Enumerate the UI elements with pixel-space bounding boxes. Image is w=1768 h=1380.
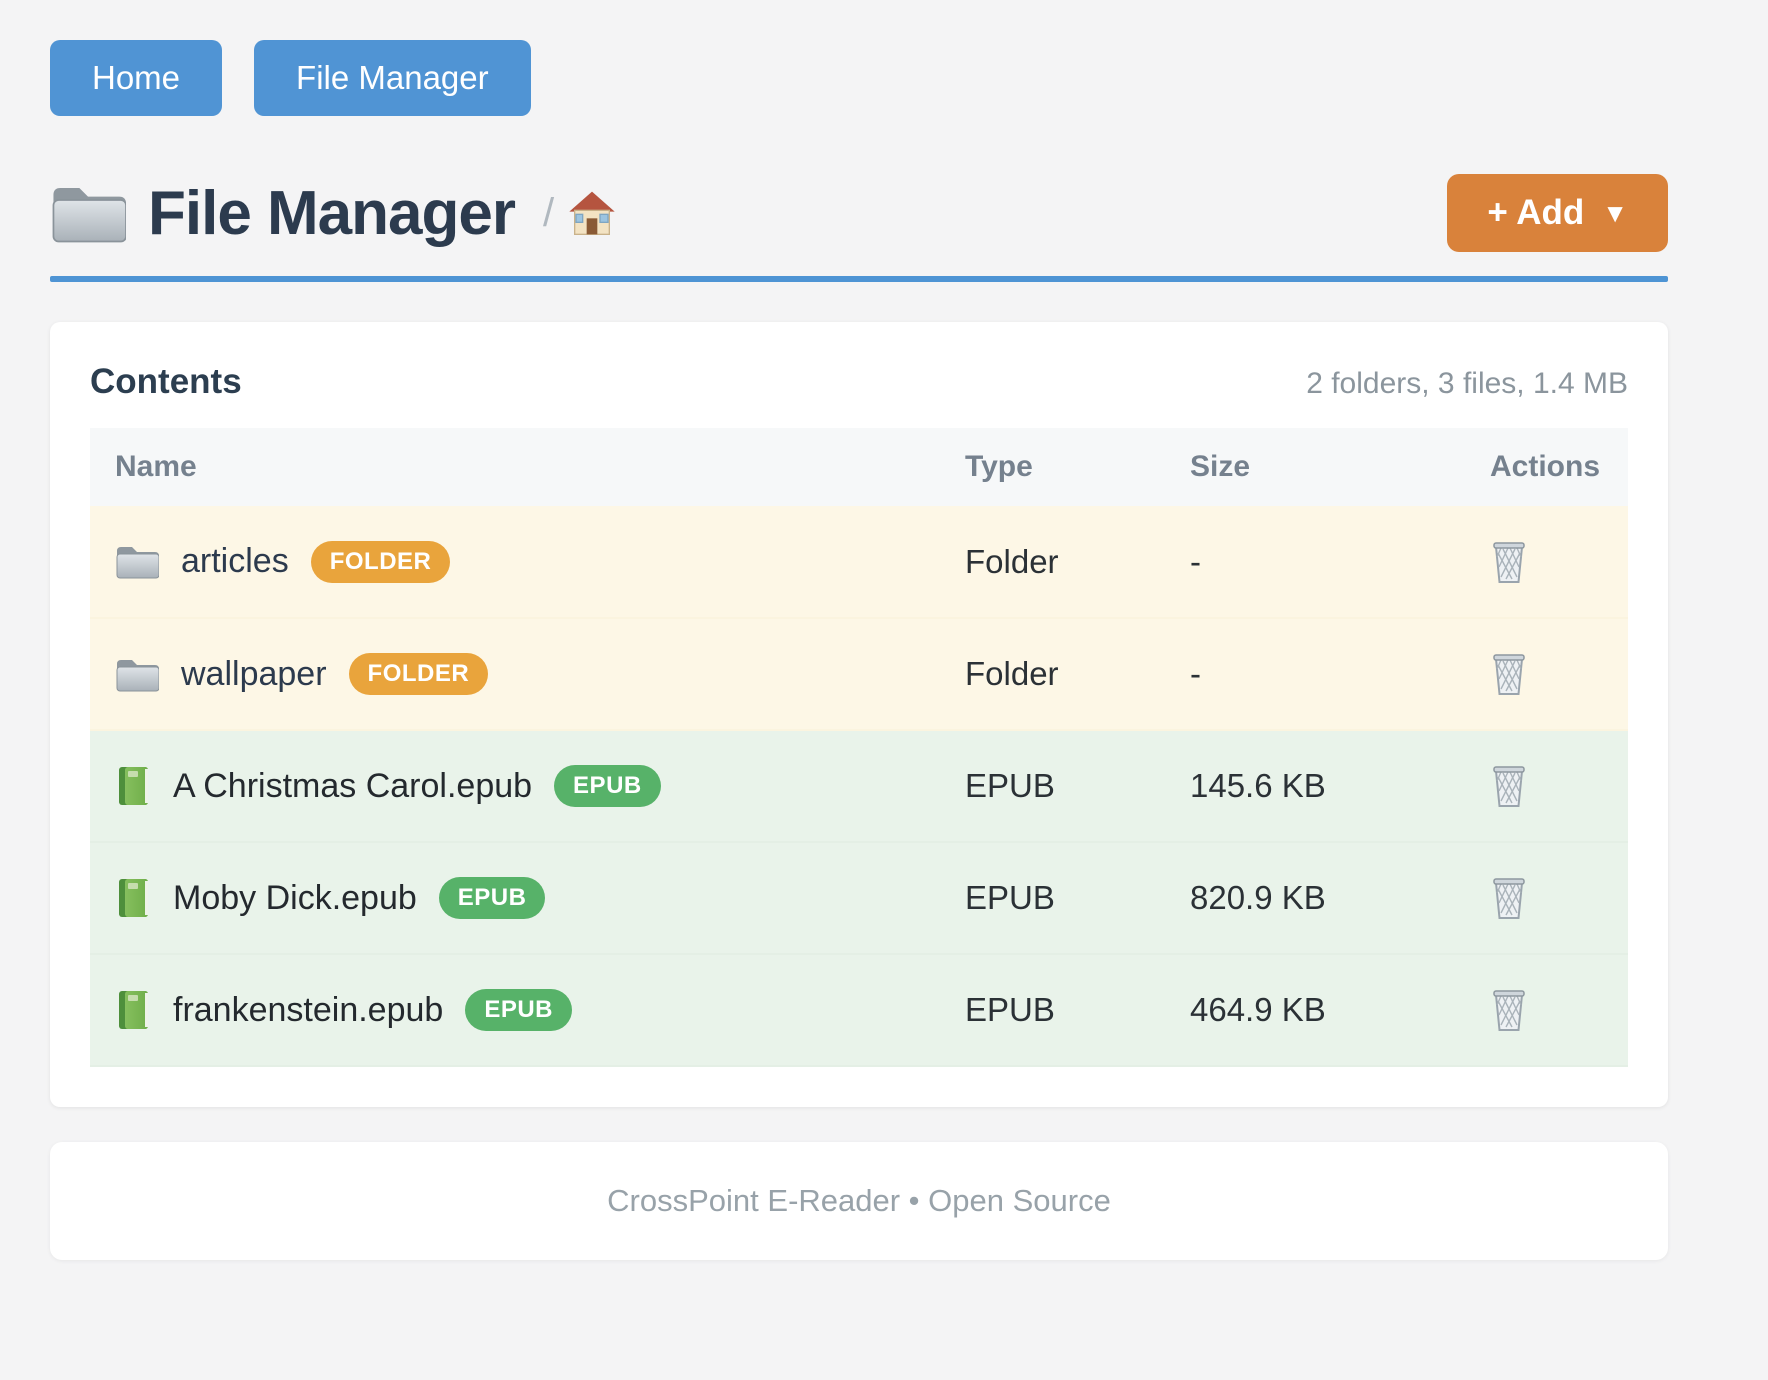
table-row: A Christmas Carol.epub EPUB EPUB 145.6 K… [90, 730, 1628, 843]
chevron-down-icon: ▼ [1602, 197, 1628, 228]
footer: CrossPoint E-Reader • Open Source [50, 1142, 1668, 1260]
item-type: Folder [950, 618, 1175, 731]
title-divider [50, 276, 1668, 282]
item-name[interactable]: frankenstein.epub [173, 990, 444, 1029]
item-name[interactable]: Moby Dick.epub [173, 878, 417, 917]
item-size: 820.9 KB [1175, 842, 1475, 955]
table-row: frankenstein.epub EPUB EPUB 464.9 KB [90, 954, 1628, 1067]
contents-heading: Contents [90, 362, 242, 401]
item-type: EPUB [950, 954, 1175, 1067]
column-header-actions: Actions [1475, 428, 1628, 506]
add-button[interactable]: + Add ▼ [1447, 174, 1668, 252]
item-size: 464.9 KB [1175, 954, 1475, 1067]
delete-button[interactable] [1490, 987, 1528, 1033]
trash-icon [1490, 651, 1528, 697]
item-size: - [1175, 618, 1475, 731]
item-type: EPUB [950, 842, 1175, 955]
table-row: articles FOLDER Folder - [90, 506, 1628, 619]
type-badge: FOLDER [348, 653, 489, 695]
book-icon [115, 765, 151, 807]
trash-icon [1490, 987, 1528, 1033]
table-header-row: Name Type Size Actions [90, 428, 1628, 506]
column-header-type: Type [950, 428, 1175, 506]
item-size: 145.6 KB [1175, 730, 1475, 843]
delete-button[interactable] [1490, 651, 1528, 697]
column-header-name: Name [90, 428, 950, 506]
top-nav: Home File Manager [50, 0, 1668, 116]
delete-button[interactable] [1490, 539, 1528, 585]
delete-button[interactable] [1490, 763, 1528, 809]
page-header: File Manager / + Add ▼ [50, 174, 1668, 252]
item-type: EPUB [950, 730, 1175, 843]
folder-icon [115, 656, 159, 693]
folder-icon [50, 181, 126, 245]
type-badge: EPUB [438, 877, 546, 919]
item-size: - [1175, 506, 1475, 619]
book-icon [115, 877, 151, 919]
trash-icon [1490, 539, 1528, 585]
item-type: Folder [950, 506, 1175, 619]
table-row: Moby Dick.epub EPUB EPUB 820.9 KB [90, 842, 1628, 955]
file-table: Name Type Size Actions articles FOLDER F… [90, 428, 1628, 1067]
type-badge: FOLDER [310, 540, 451, 583]
item-name[interactable]: articles [181, 542, 289, 580]
contents-card: Contents 2 folders, 3 files, 1.4 MB Name… [50, 322, 1668, 1107]
page-container: Home File Manager File Manager / + Add ▼… [50, 0, 1668, 1260]
contents-summary: 2 folders, 3 files, 1.4 MB [1306, 367, 1628, 400]
nav-file-manager-button[interactable]: File Manager [254, 40, 531, 116]
delete-button[interactable] [1490, 875, 1528, 921]
house-icon[interactable] [568, 189, 616, 237]
type-badge: EPUB [465, 989, 572, 1031]
contents-header: Contents 2 folders, 3 files, 1.4 MB [90, 362, 1628, 402]
breadcrumb: / [543, 190, 555, 235]
table-row: wallpaper FOLDER Folder - [90, 618, 1628, 731]
nav-home-button[interactable]: Home [50, 40, 223, 116]
column-header-size: Size [1175, 428, 1475, 506]
trash-icon [1490, 763, 1528, 809]
book-icon [115, 989, 151, 1031]
trash-icon [1490, 875, 1528, 921]
item-name[interactable]: wallpaper [181, 654, 327, 693]
add-button-label: + Add [1487, 193, 1585, 232]
footer-text: CrossPoint E-Reader • Open Source [607, 1183, 1111, 1218]
page-title: File Manager [148, 178, 516, 248]
item-name[interactable]: A Christmas Carol.epub [173, 766, 533, 805]
type-badge: EPUB [554, 765, 661, 807]
folder-icon [115, 543, 159, 580]
